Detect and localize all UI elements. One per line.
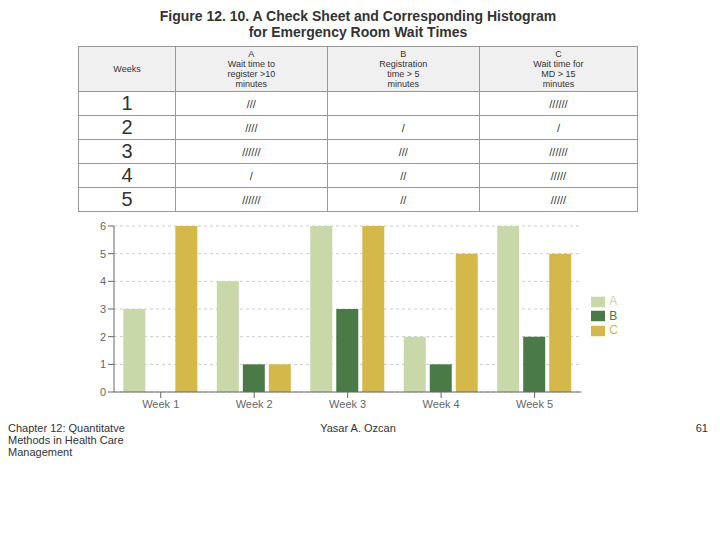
html-text:1: 1 <box>121 92 133 114</box>
svg-text:0: 0 <box>100 386 106 398</box>
html-text:61: 61 <box>695 422 708 434</box>
html-text:2: 2 <box>121 116 133 138</box>
svg-text:4: 4 <box>100 275 106 287</box>
svg-text:2: 2 <box>100 331 106 343</box>
svg-text:Week 2: Week 2 <box>236 398 273 410</box>
html-text:Yasar A. Ozcan: Yasar A. Ozcan <box>320 422 396 434</box>
html-text:B: B <box>609 308 618 323</box>
html-text:C Wait time for MD > 15 minute: C Wait time for MD > 15 minutes <box>533 49 584 89</box>
svg-text:1: 1 <box>100 358 106 370</box>
html-text:A: A <box>609 293 618 308</box>
html-text:for Emergency Room Wait Times: for Emergency Room Wait Times <box>248 24 468 40</box>
html-text:Figure 12. 10. A Check Sheet a: Figure 12. 10. A Check Sheet and Corresp… <box>159 8 557 24</box>
html-text:Chapter 12: Quantitatve Method: Chapter 12: Quantitatve Methods in Healt… <box>8 422 125 458</box>
html-text:C: C <box>609 323 618 338</box>
svg-text:5: 5 <box>100 248 106 260</box>
html-text:A Wait time to register >10 mi: A Wait time to register >10 minutes <box>227 49 276 89</box>
svg-text:Week 3: Week 3 <box>329 398 366 410</box>
html-text:3: 3 <box>121 140 133 162</box>
html-text:4: 4 <box>121 164 133 186</box>
html-text:B Registration time > 5 minute: B Registration time > 5 minutes <box>379 49 428 89</box>
svg-text:Week 4: Week 4 <box>423 398 460 410</box>
svg-text:6: 6 <box>100 220 106 232</box>
html-text:5: 5 <box>121 188 133 210</box>
svg-text:Week 5: Week 5 <box>516 398 553 410</box>
html-text:Weeks: Weeks <box>113 64 141 74</box>
svg-text:3: 3 <box>100 303 106 315</box>
svg-text:Week 1: Week 1 <box>142 398 179 410</box>
